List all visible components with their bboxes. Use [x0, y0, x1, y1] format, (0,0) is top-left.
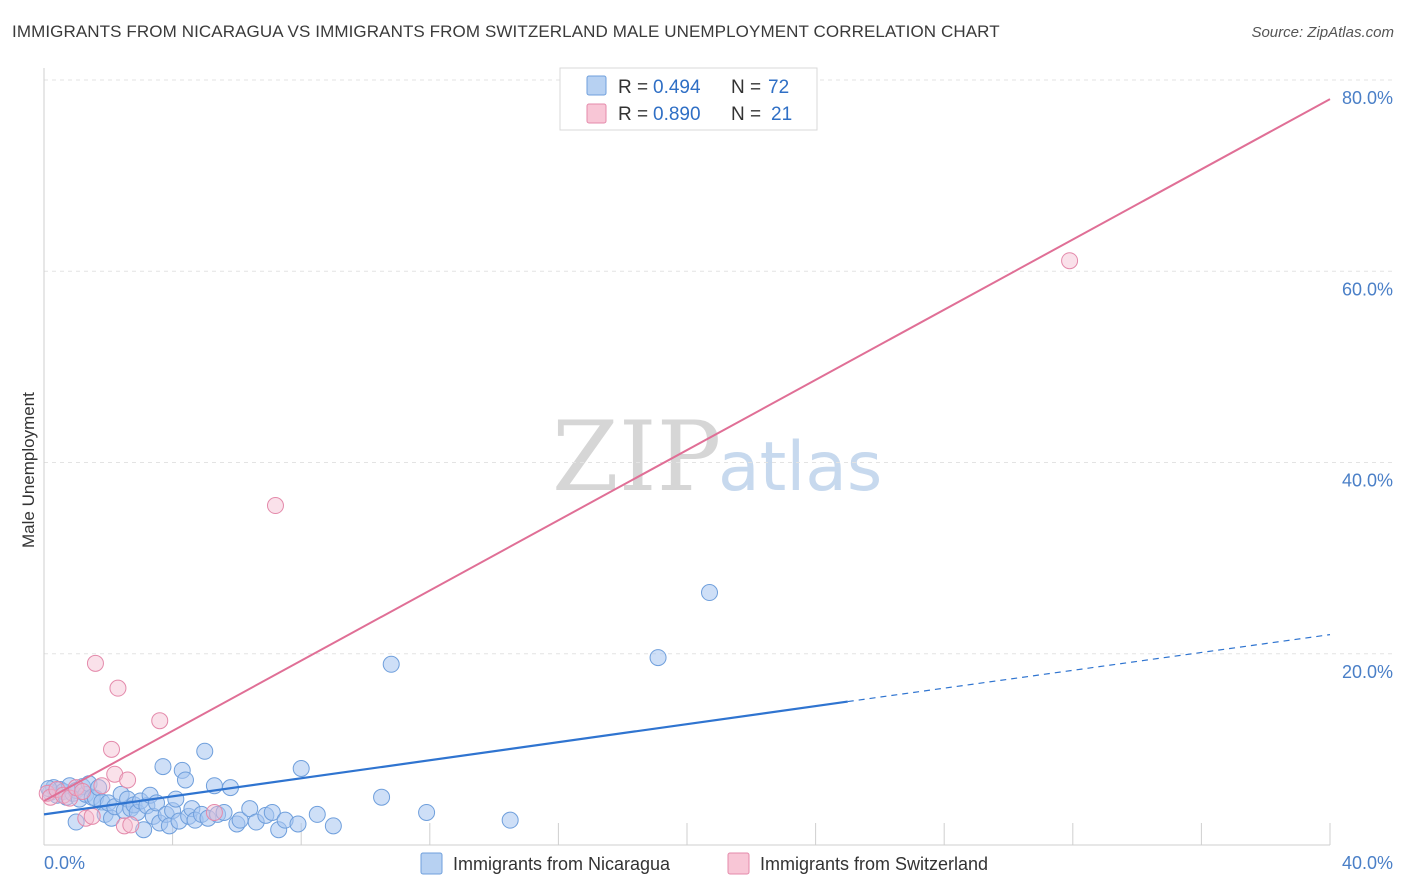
data-point: [154, 758, 172, 776]
correlation-legend: R = 0.494 N = 72 R = 0.890 N = 21: [559, 67, 818, 131]
data-point: [501, 811, 519, 829]
legend-r-value-switzerland: 0.890: [653, 104, 701, 125]
trend-line-switzerland: [43, 98, 1331, 802]
tick-labels: 20.0% 40.0% 60.0% 80.0% 0.0% 40.0%: [44, 88, 1393, 873]
data-point: [215, 803, 233, 821]
legend-r-label-switzerland: R =: [618, 104, 648, 125]
data-point: [308, 805, 326, 823]
data-point: [115, 817, 133, 835]
data-point: [109, 679, 127, 697]
data-point: [701, 584, 719, 602]
x-tick-label-max: 40.0%: [1342, 853, 1393, 873]
trend-line-nicaragua-extension: [847, 634, 1331, 703]
series-switzerland: [38, 252, 1079, 835]
data-point: [263, 803, 281, 821]
data-point: [266, 497, 284, 515]
data-point: [292, 760, 310, 777]
data-point: [74, 782, 92, 800]
data-point: [122, 816, 140, 834]
bottom-legend-label-nicaragua: Immigrants from Nicaragua: [453, 854, 671, 874]
y-tick-label: 20.0%: [1342, 662, 1393, 682]
data-point: [93, 777, 111, 795]
trend-lines: [43, 98, 1331, 816]
watermark-zip: ZIP: [552, 401, 721, 513]
y-tick-label: 40.0%: [1342, 471, 1393, 491]
data-point: [77, 809, 95, 827]
bottom-legend-label-switzerland: Immigrants from Switzerland: [760, 854, 988, 874]
data-point: [119, 771, 137, 789]
bottom-legend-swatch-nicaragua: [420, 852, 443, 875]
legend-swatch-nicaragua: [586, 75, 607, 96]
series-legend: Immigrants from Nicaragua Immigrants fro…: [420, 852, 988, 875]
data-point: [103, 740, 121, 758]
data-point: [324, 817, 342, 835]
data-point: [83, 807, 101, 825]
data-point: [167, 790, 185, 808]
data-points: [38, 252, 1079, 839]
gridlines: [44, 79, 1392, 655]
legend-n-value-nicaragua: 72: [768, 77, 789, 98]
y-tick-label: 80.0%: [1342, 88, 1393, 108]
x-tick-label-min: 0.0%: [44, 853, 85, 873]
legend-n-label-nicaragua: N =: [731, 77, 761, 98]
data-point: [151, 712, 169, 730]
data-point: [86, 654, 104, 672]
data-point: [382, 655, 400, 673]
series-nicaragua: [40, 584, 719, 839]
data-point: [649, 649, 667, 667]
chart-title: IMMIGRANTS FROM NICARAGUA VS IMMIGRANTS …: [12, 22, 1000, 41]
watermark-atlas: atlas: [718, 428, 882, 507]
data-point: [67, 813, 85, 831]
legend-r-label-nicaragua: R =: [618, 77, 648, 98]
data-point: [373, 788, 391, 806]
bottom-legend-swatch-switzerland: [727, 852, 750, 875]
y-axis-label: Male Unemployment: [19, 392, 38, 548]
data-point: [205, 803, 223, 821]
data-point: [135, 821, 153, 839]
legend-n-label-switzerland: N =: [731, 104, 761, 125]
data-point: [1061, 252, 1079, 270]
data-point: [176, 771, 194, 789]
legend-swatch-switzerland: [586, 103, 607, 124]
y-tick-label: 60.0%: [1342, 279, 1393, 299]
source-label: Source: ZipAtlas.com: [1251, 24, 1394, 41]
data-point: [289, 815, 307, 833]
legend-n-value-switzerland: 21: [771, 104, 792, 125]
data-point: [196, 742, 214, 760]
trend-line-nicaragua: [43, 700, 848, 816]
data-point: [418, 803, 436, 821]
legend-r-value-nicaragua: 0.494: [653, 77, 701, 98]
